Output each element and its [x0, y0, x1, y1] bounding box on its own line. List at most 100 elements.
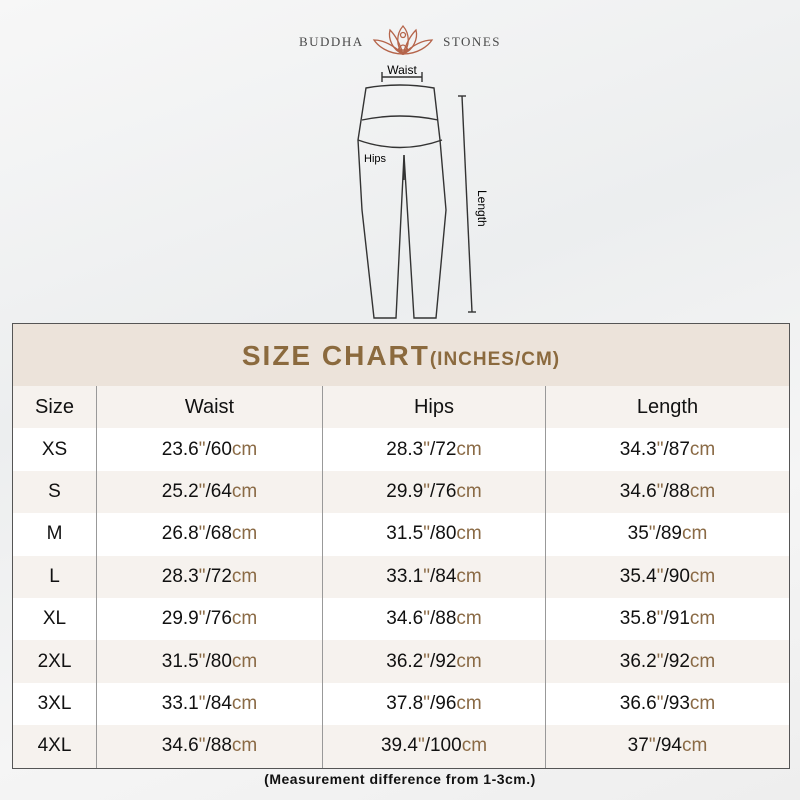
brand-left: BUDDHA [298, 34, 364, 49]
value: 91 [668, 608, 690, 630]
header-row: Size Waist Hips Length [13, 386, 789, 429]
table-row: M 26.8 "/68 cm 31.5 "/80 cm 35 "/89 cm [13, 513, 789, 556]
hips-cell: 36.2 "/92 cm [322, 640, 545, 683]
hips-cell: 28.3 "/72 cm [322, 428, 545, 471]
length-cell: 34.3 "/87 cm [545, 428, 789, 471]
value: 92 [435, 650, 457, 672]
separator: / [429, 650, 436, 672]
separator: / [655, 735, 661, 757]
hips-cell: 29.9 "/76 cm [322, 470, 545, 514]
waist-cell: 29.9 "/76 cm [96, 597, 322, 641]
hips-cell: 31.5 "/80 cm [322, 513, 545, 556]
unit: cm [231, 692, 258, 714]
unit: cm [456, 692, 482, 714]
unit: " [656, 650, 664, 672]
unit: " [656, 438, 664, 460]
unit: " [423, 565, 430, 587]
separator: / [663, 692, 669, 714]
separator: / [429, 608, 436, 630]
unit: cm [689, 438, 716, 460]
separator: / [663, 650, 669, 672]
value: 84 [210, 692, 232, 714]
length-cell: 35.8 "/91 cm [545, 597, 789, 641]
length-cell: 37 "/94 cm [545, 725, 789, 768]
value: 39.4 [380, 735, 418, 757]
brand-right: STONES [443, 34, 501, 49]
length-cell: 35 "/89 cm [545, 513, 789, 556]
separator: / [663, 565, 669, 587]
unit: cm [456, 608, 482, 630]
separator: / [424, 735, 430, 757]
separator: / [429, 692, 436, 714]
unit: cm [461, 735, 488, 757]
brand-logo: BUDDHA STONES [0, 22, 800, 62]
value: 31.5 [386, 523, 424, 545]
value: 26.8 [161, 523, 199, 545]
value: 35.8 [619, 608, 657, 630]
value: 88 [668, 480, 690, 502]
measurement-note: (Measurement difference from 1-3cm.) [264, 771, 536, 787]
table-row: L 28.3 "/72 cm 33.1 "/84 cm 35.4 "/90 cm [13, 555, 789, 598]
size-cell: M [46, 523, 63, 545]
col-hips: Hips [322, 386, 545, 429]
unit: cm [456, 565, 482, 587]
waist-cell: 28.3 "/72 cm [96, 555, 322, 598]
value: 34.6 [161, 735, 199, 757]
value: 29.9 [161, 608, 199, 630]
unit: cm [689, 480, 716, 502]
waist-label: Waist [387, 63, 417, 77]
value: 93 [668, 692, 690, 714]
value: 33.1 [161, 692, 199, 714]
separator: / [429, 565, 436, 587]
value: 31.5 [161, 650, 199, 672]
unit: cm [456, 438, 482, 460]
unit: cm [689, 608, 716, 630]
value: 87 [668, 438, 690, 460]
value: 35.4 [619, 565, 657, 587]
col-length: Length [545, 386, 789, 429]
separator: / [429, 480, 436, 502]
value: 68 [210, 523, 232, 545]
unit: " [423, 523, 430, 545]
value: 34.3 [619, 438, 657, 460]
unit: " [656, 608, 664, 630]
value: 94 [660, 735, 682, 757]
value: 64 [210, 480, 232, 502]
unit: " [656, 480, 664, 502]
unit: " [198, 523, 206, 545]
unit: cm [231, 480, 258, 502]
value: 80 [210, 650, 232, 672]
value: 100 [429, 735, 462, 757]
unit: cm [456, 523, 482, 545]
separator: / [663, 438, 669, 460]
unit: " [423, 608, 430, 630]
table-row: S 25.2 "/64 cm 29.9 "/76 cm 34.6 "/88 cm [13, 470, 789, 514]
table-row: 3XL 33.1 "/84 cm 37.8 "/96 cm 36.6 "/93 cm [13, 682, 789, 726]
separator: / [205, 523, 211, 545]
value: 60 [210, 438, 232, 460]
size-cell: 3XL [37, 692, 72, 714]
waist-cell: 25.2 "/64 cm [96, 470, 322, 514]
separator: / [429, 523, 436, 545]
unit: " [417, 735, 425, 757]
size-chart-table: SIZE CHART(INCHES/CM) Size Waist Hips Le… [12, 323, 790, 769]
value: 88 [210, 735, 232, 757]
unit: " [648, 523, 656, 545]
hips-label: Hips [364, 153, 387, 165]
unit: cm [456, 650, 482, 672]
hips-cell: 34.6 "/88 cm [322, 597, 545, 641]
waist-cell: 26.8 "/68 cm [96, 513, 322, 556]
unit: " [423, 650, 430, 672]
unit: " [198, 565, 206, 587]
title-sub: (INCHES/CM) [429, 349, 561, 370]
separator: / [205, 735, 211, 757]
unit: " [423, 692, 430, 714]
unit: " [198, 608, 206, 630]
leggings-diagram: Waist Hips Length [340, 60, 510, 330]
value: 72 [210, 565, 232, 587]
length-label: Length [475, 190, 489, 227]
separator: / [205, 438, 211, 460]
separator: / [205, 650, 211, 672]
value: 88 [435, 608, 457, 630]
separator: / [663, 608, 669, 630]
